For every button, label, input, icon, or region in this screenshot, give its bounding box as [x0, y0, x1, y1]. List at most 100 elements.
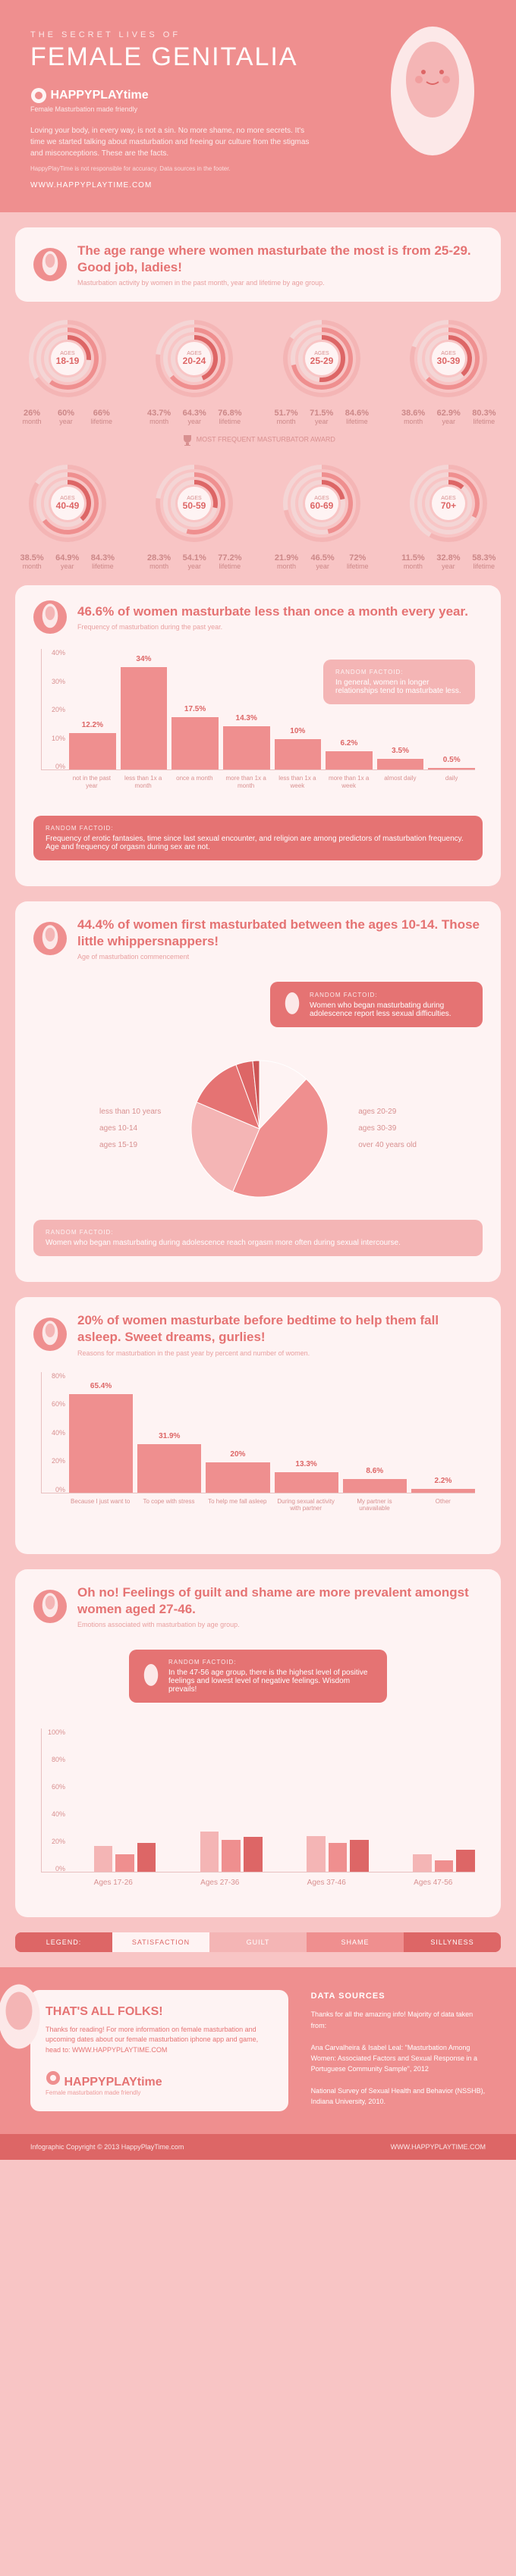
grouped-bar: [94, 1846, 113, 1872]
footer-bottom: Infographic Copyright © 2013 HappyPlayTi…: [0, 2134, 516, 2160]
x-label: Because I just want to: [68, 1498, 132, 1512]
x-label: My partner is unavailable: [342, 1498, 406, 1512]
factoid-box: RANDOM FACTOID:Women who began masturbat…: [270, 982, 483, 1027]
svg-text:70+: 70+: [441, 500, 456, 511]
logo-icon: [46, 2070, 61, 2086]
x-label: not in the past year: [68, 775, 115, 789]
bar: 0.5%: [428, 768, 475, 769]
group-label: Ages 27-36: [178, 1879, 263, 1887]
header: THE SECRET LIVES OF FEMALE GENITALIA HAP…: [0, 0, 516, 212]
bar: 17.5%: [171, 717, 219, 770]
header-url: WWW.HAPPYPLAYTIME.COM: [30, 181, 486, 190]
section-subtitle: Masturbation activity by women in the pa…: [77, 279, 483, 287]
bar-group: [285, 1728, 369, 1872]
donut-25-29: AGES 25-29 51.7%month 71.5%year 84.6%lif…: [269, 317, 375, 425]
group-label: Ages 37-46: [285, 1879, 369, 1887]
group-label: Ages 17-26: [71, 1879, 156, 1887]
x-label: more than 1x a month: [222, 775, 269, 789]
x-label: once a month: [171, 775, 219, 789]
pie-label: less than 10 years: [99, 1104, 161, 1120]
legend-item: SILLYNESS: [404, 1932, 501, 1952]
bar-group: [72, 1728, 156, 1872]
x-label: less than 1x a week: [274, 775, 321, 789]
x-label: Other: [411, 1498, 475, 1512]
trophy-label: MOST FREQUENT MASTURBATOR AWARD: [0, 433, 516, 447]
trophy-icon: [181, 433, 194, 447]
bar: 31.9%: [137, 1444, 201, 1492]
pie-label: ages 30-39: [358, 1120, 417, 1137]
pie-label: ages 15-19: [99, 1137, 161, 1154]
grouped-bar: [456, 1850, 475, 1871]
grouped-bar: [435, 1860, 454, 1872]
grouped-bar: [244, 1837, 263, 1871]
grouped-bar: [115, 1854, 134, 1872]
section-subtitle: Emotions associated with masturbation by…: [77, 1621, 483, 1628]
logo-icon: [30, 87, 47, 104]
reasons-bar-chart: 80%60%40%20%0% 65.4%31.9%20%13.3%8.6%2.2…: [41, 1372, 475, 1524]
section-icon: [33, 600, 67, 634]
footer-box-text: Thanks for reading! For more information…: [46, 2025, 273, 2056]
section-title: Oh no! Feelings of guilt and shame are m…: [77, 1584, 483, 1618]
legend-item: GUILT: [209, 1932, 307, 1952]
section-icon: [33, 1318, 67, 1351]
bar: 14.3%: [223, 726, 270, 769]
x-label: more than 1x a week: [326, 775, 373, 789]
bar: 10%: [275, 739, 322, 769]
section-frequency: 46.6% of women masturbate less than once…: [15, 585, 501, 886]
donuts-row-2: AGES 40-49 38.5%month 64.9%year 84.3%lif…: [8, 462, 508, 570]
bar: 34%: [121, 667, 168, 769]
factoid-box: RANDOM FACTOID: Frequency of erotic fant…: [33, 816, 483, 860]
donut-50-59: AGES 50-59 28.3%month 54.1%year 77.2%lif…: [141, 462, 247, 570]
copyright: Infographic Copyright © 2013 HappyPlayTi…: [30, 2143, 184, 2151]
section-title: The age range where women masturbate the…: [77, 243, 483, 276]
donut-30-39: AGES 30-39 38.6%month 62.9%year 80.3%lif…: [395, 317, 502, 425]
footer-box-title: THAT'S ALL FOLKS!: [46, 2005, 273, 2019]
section-subtitle: Reasons for masturbation in the past yea…: [77, 1349, 483, 1357]
factoid-box: RANDOM FACTOID:In the 47-56 age group, t…: [129, 1650, 387, 1703]
legend-bar: LEGEND: SATISFACTIONGUILTSHAMESILLYNESS: [15, 1932, 501, 1952]
donut-40-49: AGES 40-49 38.5%month 64.9%year 84.3%lif…: [14, 462, 121, 570]
grouped-bar: [329, 1843, 348, 1872]
x-label: less than 1x a month: [120, 775, 167, 789]
grouped-bar: [307, 1836, 326, 1872]
svg-text:60-69: 60-69: [310, 500, 333, 511]
pie-label: ages 10-14: [99, 1120, 161, 1137]
section-emotions: Oh no! Feelings of guilt and shame are m…: [15, 1569, 501, 1917]
group-label: Ages 47-56: [392, 1879, 476, 1887]
mascot-illustration: [379, 23, 486, 174]
sources-text: Thanks for all the amazing info! Majorit…: [311, 2009, 486, 2107]
donut-20-24: AGES 20-24 43.7%month 64.3%year 76.8%lif…: [141, 317, 247, 425]
section-first-age: 44.4% of women first masturbated between…: [15, 901, 501, 1282]
x-label: To help me fall asleep: [206, 1498, 269, 1512]
pie-chart: less than 10 yearsages 10-14ages 15-19 a…: [33, 1053, 483, 1205]
header-description: Loving your body, in every way, is not a…: [30, 125, 319, 159]
donut-18-19: AGES 18-19 26%month 60%year 66%lifetime: [14, 317, 121, 425]
pie-label: ages 20-29: [358, 1104, 417, 1120]
donut-70+: AGES 70+ 11.5%month 32.8%year 58.3%lifet…: [395, 462, 502, 570]
section-subtitle: Age of masturbation commencement: [77, 953, 483, 961]
x-label: To cope with stress: [137, 1498, 200, 1512]
bar: 12.2%: [69, 733, 116, 769]
footer-url: WWW.HAPPYPLAYTIME.COM: [391, 2143, 486, 2151]
grouped-bar: [285, 1743, 304, 1872]
donuts-row-1: AGES 18-19 26%month 60%year 66%lifetime …: [8, 317, 508, 425]
grouped-bar: [350, 1840, 369, 1872]
footer-sources: DATA SOURCES Thanks for all the amazing …: [311, 1990, 486, 2112]
section-title: 44.4% of women first masturbated between…: [77, 917, 483, 950]
svg-text:40-49: 40-49: [55, 500, 79, 511]
legend-label: LEGEND:: [15, 1932, 112, 1952]
svg-text:25-29: 25-29: [310, 356, 333, 366]
bar-group: [392, 1728, 475, 1872]
svg-text:18-19: 18-19: [55, 356, 79, 366]
section-title: 46.6% of women masturbate less than once…: [77, 603, 468, 620]
pie-label: over 40 years old: [358, 1137, 417, 1154]
legend-item: SHAME: [307, 1932, 404, 1952]
section-icon: [33, 922, 67, 955]
sources-title: DATA SOURCES: [311, 1990, 486, 2004]
bar: 20%: [206, 1462, 269, 1493]
bar: 3.5%: [377, 759, 424, 769]
frequency-bar-chart: 40%30%20%10%0% 12.2%34%17.5%14.3%10%6.2%…: [41, 649, 475, 801]
grouped-bar: [137, 1843, 156, 1872]
x-label: almost daily: [377, 775, 424, 789]
grouped-bar: [392, 1735, 411, 1872]
